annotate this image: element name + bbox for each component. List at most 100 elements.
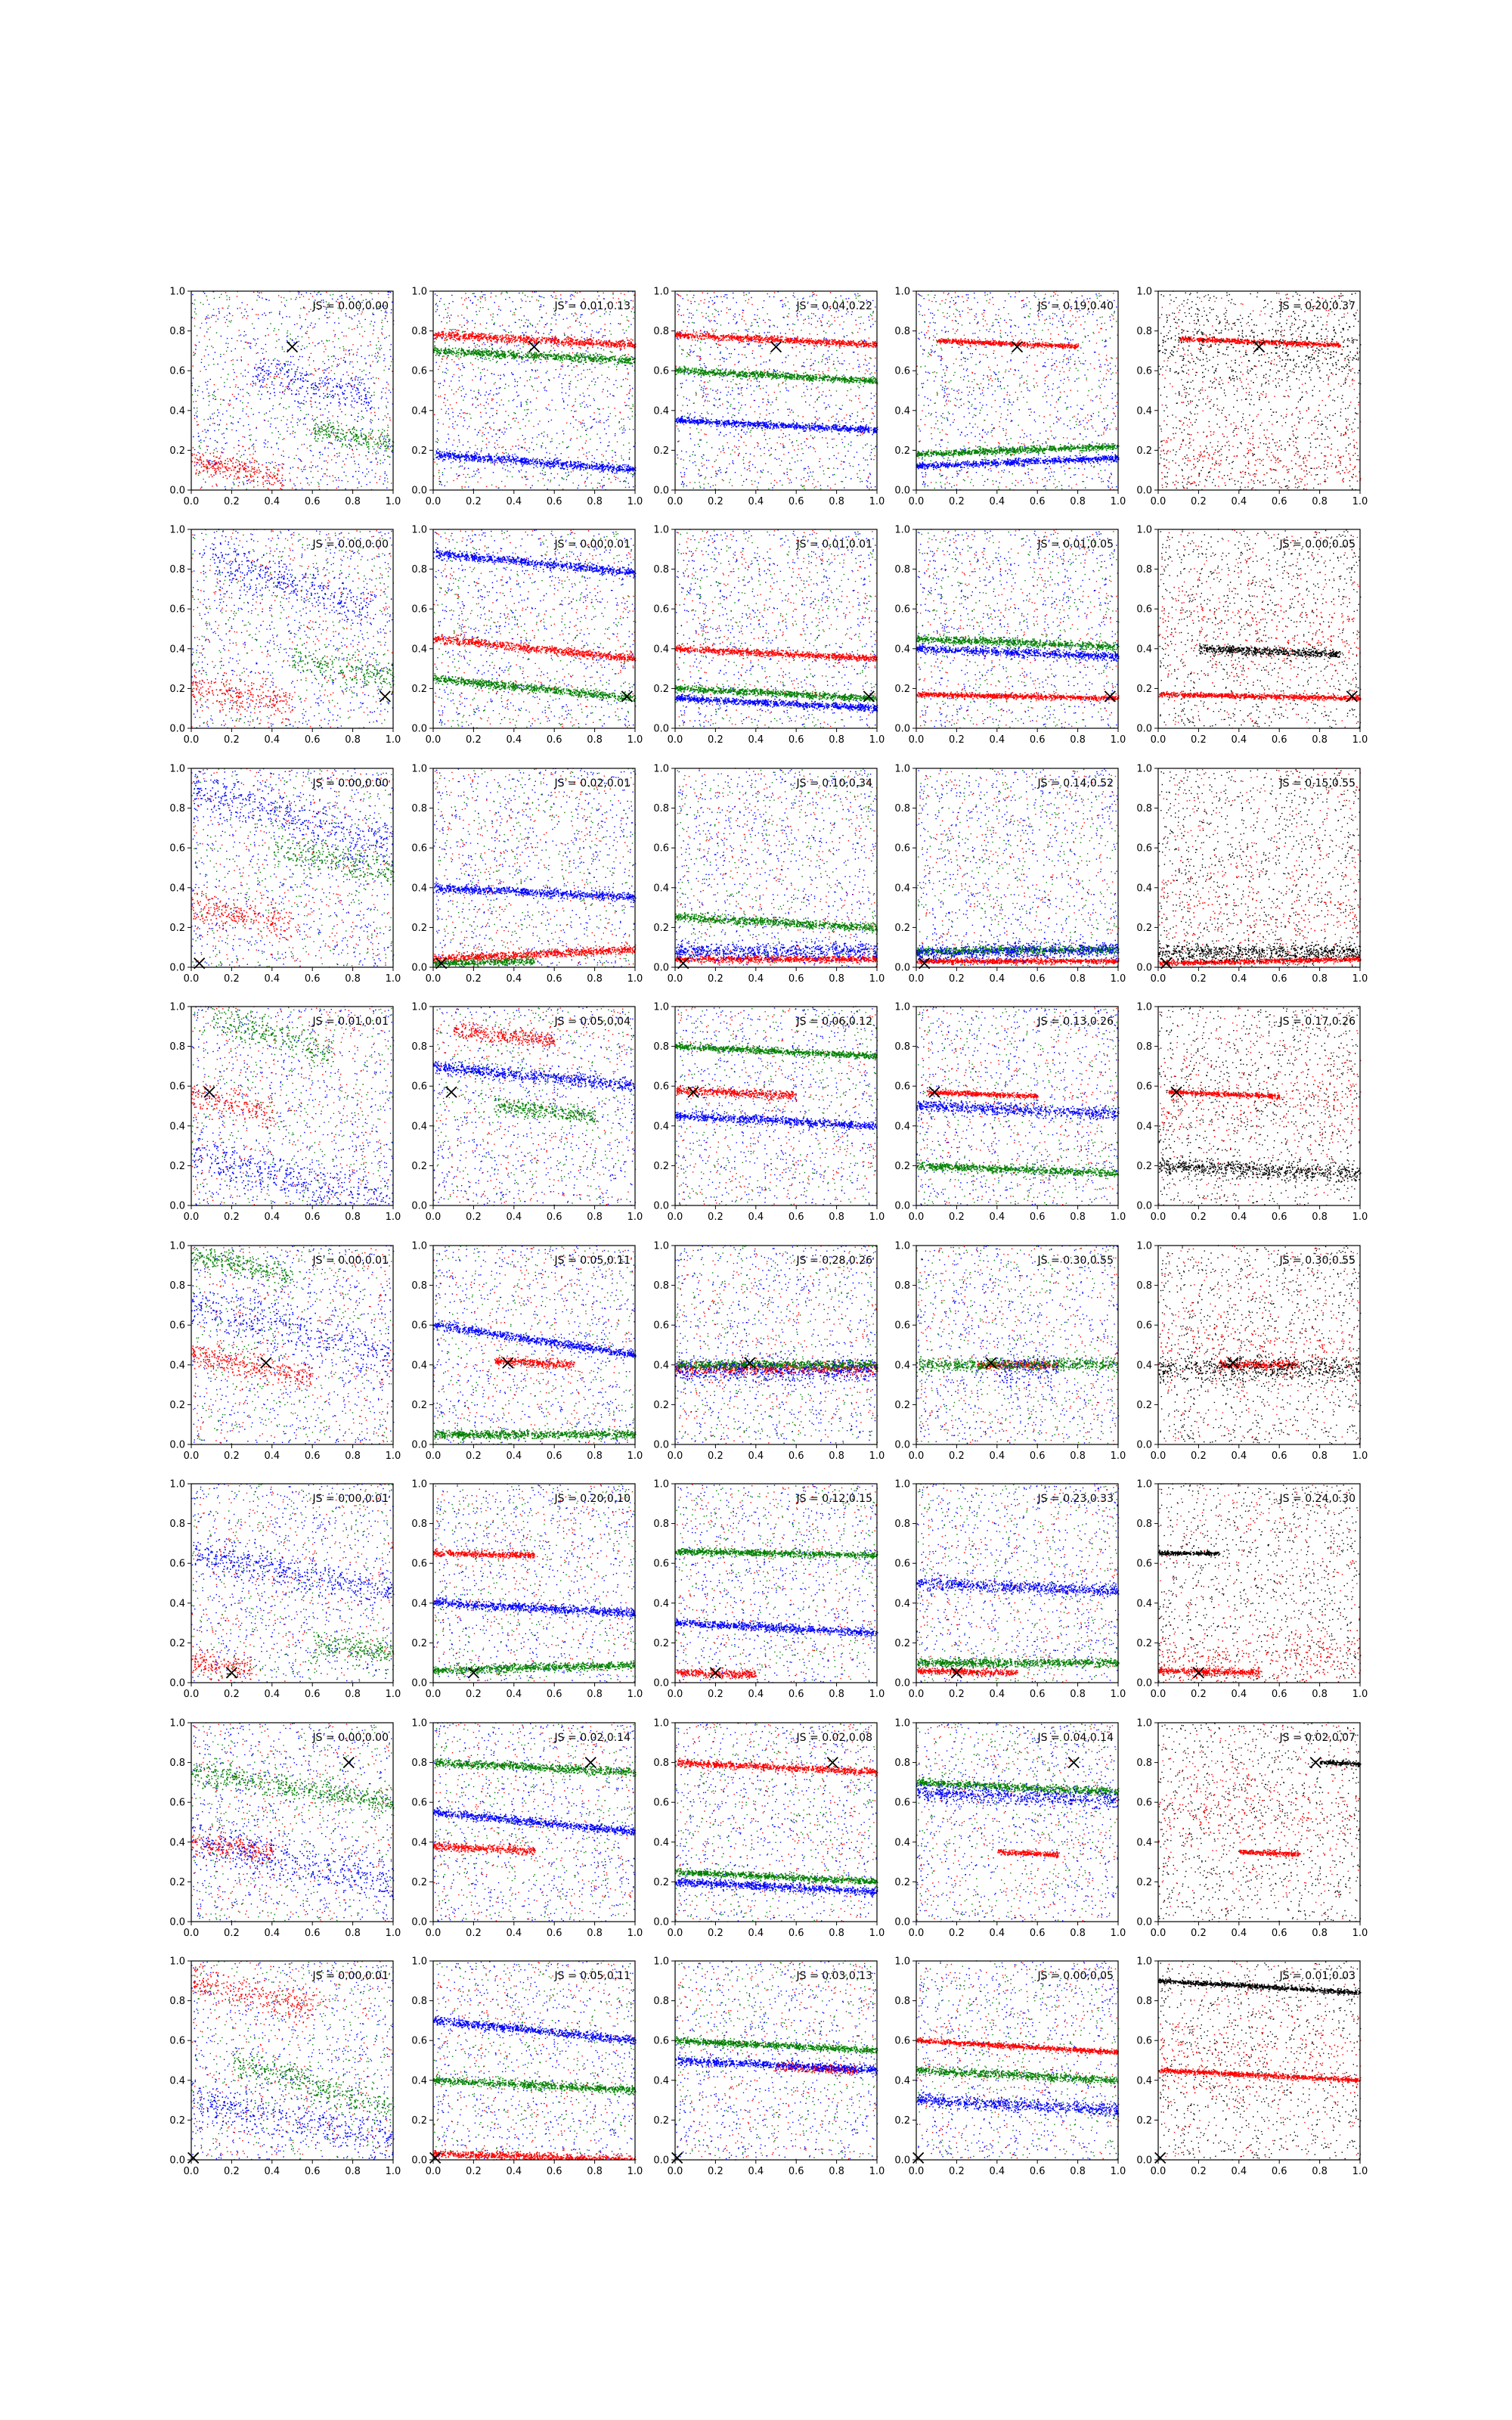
y-tick-label: 0.2 [894,1877,910,1888]
scatter-red-noise-r1-c1 [192,291,394,491]
y-tick-label: 0.8 [653,1280,669,1292]
axes-frame [674,290,878,491]
y-tick-label: 1.0 [653,1479,669,1491]
x-tick-label: 0.2 [224,1928,240,1939]
y-tick-label: 0.8 [653,1996,669,2007]
axes-frame [674,1960,878,2161]
axes-frame [432,1006,636,1206]
scatter-red-band-r4-c5 [1160,1044,1362,1161]
x-tick-label: 0.8 [587,734,603,746]
axes-frame [191,1722,394,1922]
marker-x-r4-c2 [445,1086,457,1098]
x-tick-label: 0.4 [264,1689,280,1700]
x-tick-label: 0.8 [1070,1928,1086,1939]
js-annotation: JS = 0.05,0.04 [554,1016,631,1028]
x-tick-label: 0.0 [909,1212,925,1223]
x-tick-label: 0.4 [1231,1450,1247,1462]
x-tick-label: 0.0 [184,496,200,507]
y-tick-label: 0.4 [1136,1598,1152,1609]
js-annotation: JS = 0.01,0.01 [312,1016,389,1028]
y-tick-label: 0.2 [1136,1161,1152,1172]
x-tick-label: 0.6 [1272,2166,1287,2177]
x-tick-label: 0.6 [305,2166,321,2177]
scatter-blue-noise-r4-c3 [675,1007,878,1206]
scatter-blue-band-r1-c1 [252,349,373,417]
y-tick-label: 1.0 [653,1241,669,1252]
marker-x-r1-c4 [1011,341,1024,353]
y-tick-label: 0.8 [169,1996,185,2007]
x-tick-label: 1.0 [386,496,401,507]
js-annotation: JS = 0.10,0.34 [796,777,873,790]
x-tick-label: 0.8 [1070,2166,1086,2177]
x-tick-label: 0.8 [1312,1928,1328,1939]
y-tick-label: 1.0 [411,1956,427,1968]
x-tick-label: 0.6 [1030,496,1046,507]
x-tick-label: 0.6 [1272,496,1287,507]
y-tick-label: 0.6 [894,843,910,855]
scatter-blue-band-r4-c4 [916,1099,1120,1122]
axes-frame [432,1722,636,1922]
x-tick-label: 1.0 [386,1689,401,1700]
scatter-red-band-r6-c4 [916,1667,1018,1677]
y-tick-label: 1.0 [653,764,669,775]
scatter-green-band-r3-c3 [675,912,878,934]
marker-x-r5-c3 [744,1357,756,1369]
x-tick-label: 0.8 [829,1689,844,1700]
x-tick-label: 0.2 [1191,496,1207,507]
y-tick-label: 0.4 [169,2075,185,2086]
axes-frame [1157,1722,1361,1922]
y-tick-label: 0.8 [169,326,185,337]
y-tick-label: 0.8 [169,803,185,814]
x-tick-label: 0.4 [1231,1689,1247,1700]
x-tick-label: 0.4 [748,1928,764,1939]
x-tick-label: 0.4 [506,1212,522,1223]
y-tick-label: 0.2 [411,445,427,457]
y-tick-label: 0.6 [169,1559,185,1570]
scatter-red-noise-r7-c5 [1158,1723,1361,1921]
y-tick-label: 0.6 [169,2036,185,2047]
scatter-red-noise-r2-c1 [191,529,393,729]
y-tick-label: 0.4 [653,1837,669,1848]
js-annotation: JS = 0.17,0.26 [1279,1016,1356,1028]
scatter-red-noise-r8-c5 [1159,1961,1362,2161]
scatter-red-band-r7-c4 [997,1848,1059,1859]
y-tick-label: 0.0 [653,1678,669,1689]
x-tick-label: 0.4 [1231,734,1247,746]
scatter-red-band-r4-c2 [453,1022,556,1050]
axes-frame [432,529,636,729]
x-tick-label: 0.6 [1030,1928,1046,1939]
scatter-green-band-r4-c4 [916,1161,1120,1179]
x-tick-label: 0.6 [1030,1689,1046,1700]
x-tick-label: 0.8 [587,1689,603,1700]
x-tick-label: 0.2 [224,1689,240,1700]
scatter-green-noise-r1-c4 [916,292,1117,491]
scatter-green-band-r1-c4 [916,442,1120,459]
y-tick-label: 0.8 [894,1996,910,2007]
y-tick-label: 0.0 [894,486,910,497]
y-tick-label: 0.2 [1136,445,1152,457]
marker-x-r5-c2 [502,1357,514,1369]
x-tick-label: 0.2 [466,734,482,746]
y-tick-label: 0.4 [653,1360,669,1371]
scatter-blue-noise-r3-c2 [433,768,637,968]
scatter-red-band-r6-c2 [433,1548,535,1560]
x-tick-label: 0.2 [949,734,965,746]
y-tick-label: 1.0 [1136,525,1152,536]
scatter-green-noise-r3-c2 [435,768,637,968]
y-tick-label: 0.0 [169,1201,185,1212]
scatter-green-band-r4-c3 [675,1041,878,1060]
y-tick-label: 0.0 [894,1678,910,1689]
x-tick-label: 0.4 [264,734,280,746]
y-tick-label: 0.6 [1136,1081,1152,1093]
x-tick-label: 0.0 [1151,734,1167,746]
x-tick-label: 0.0 [909,2166,925,2177]
y-tick-label: 0.8 [411,1041,427,1053]
scatter-black-band-r7-c5 [1319,1758,1362,1767]
y-tick-label: 0.6 [894,1320,910,1332]
js-annotation: JS = 0.00,0.01 [554,538,631,551]
scatter-blue-band-r7-c2 [433,1806,636,1836]
x-tick-label: 0.6 [1030,2166,1046,2177]
axes-frame [191,1483,394,1683]
x-tick-label: 0.4 [748,2166,764,2177]
x-tick-label: 1.0 [1111,734,1126,746]
